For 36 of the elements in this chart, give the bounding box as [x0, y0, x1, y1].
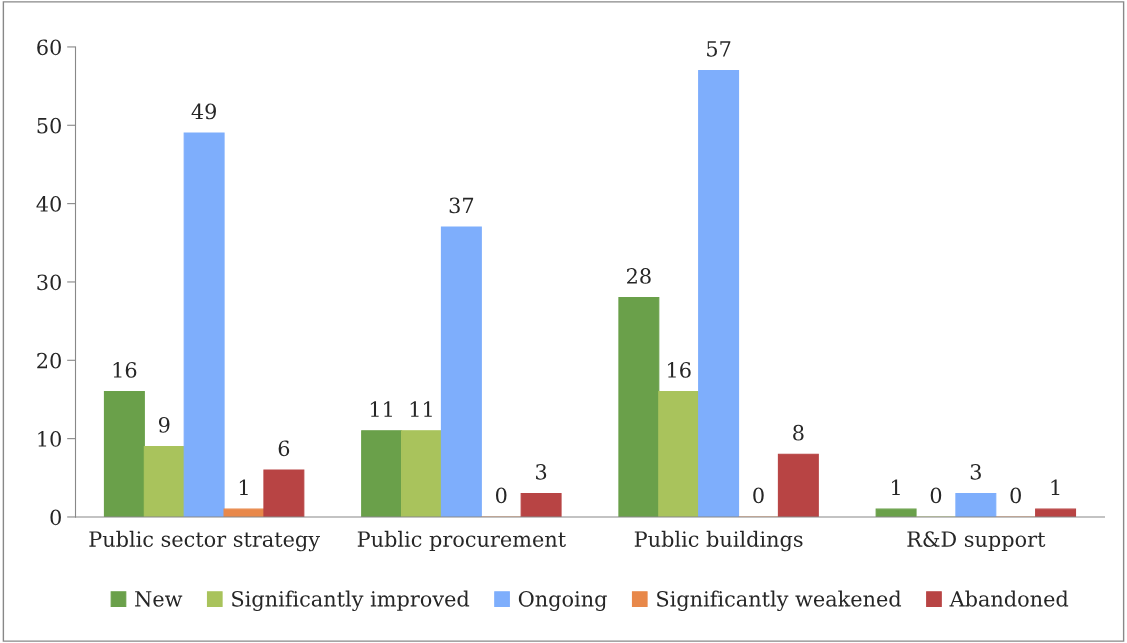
data-label: 3	[970, 463, 981, 480]
legend-label: New	[135, 591, 183, 607]
x-tick-label: Public buildings	[634, 530, 803, 552]
data-label: 11	[410, 401, 432, 417]
data-label: 16	[113, 362, 137, 378]
data-label: 1	[892, 479, 900, 496]
data-label: 0	[753, 487, 764, 504]
data-label: 49	[191, 103, 216, 120]
y-tick-label: 50	[37, 117, 61, 134]
data-label: 57	[707, 41, 731, 57]
data-label: 0	[1010, 487, 1021, 504]
data-label: 16	[668, 362, 691, 378]
data-label: 28	[627, 268, 651, 284]
y-tick-label: 60	[37, 39, 61, 56]
data-label: 1	[1051, 479, 1060, 496]
x-tick-label: Public sector strategy	[89, 530, 320, 552]
data-label: 3	[536, 463, 547, 480]
y-tick-label: 10	[38, 431, 61, 447]
y-tick-label: 30	[37, 274, 61, 291]
data-label: 9	[158, 416, 170, 433]
y-tick-label: 0	[50, 509, 61, 526]
data-label: 11	[370, 401, 392, 417]
legend-label: Ongoing	[518, 590, 607, 612]
legend-label: Abandoned	[949, 590, 1069, 607]
data-label: 8	[793, 424, 804, 441]
data-label: 0	[930, 487, 942, 504]
legend-label: Significantly weakened	[657, 590, 902, 612]
y-tick-label: 40	[36, 196, 61, 212]
x-tick-label: Public procurement	[357, 530, 566, 552]
data-label: 37	[449, 197, 474, 214]
data-label: 1	[239, 479, 248, 496]
data-label: 6	[278, 440, 290, 457]
legend-label: Significantly improved	[232, 590, 470, 612]
data-label: 0	[495, 487, 507, 504]
x-tick-label: R&D support	[907, 531, 1046, 552]
y-tick-label: 20	[37, 352, 61, 369]
